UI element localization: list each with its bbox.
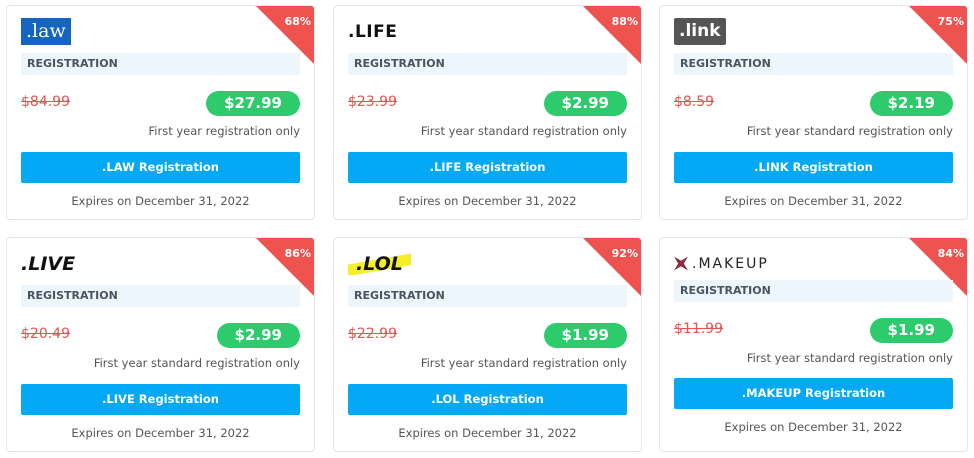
original-price: $22.99: [348, 326, 397, 342]
tld-logo-text: .LIFE: [348, 21, 398, 42]
tld-logo: .law: [21, 18, 71, 45]
expiry-text: Expires on December 31, 2022: [398, 426, 577, 440]
expiry-text: Expires on December 31, 2022: [724, 194, 903, 208]
expiry-text: Expires on December 31, 2022: [724, 420, 903, 434]
discount-badge: 88%: [611, 15, 638, 28]
expiry-text: Expires on December 31, 2022: [71, 194, 250, 208]
tld-logo-text: .MAKEUP: [692, 255, 769, 272]
price-note: First year standard registration only: [420, 356, 627, 370]
discount-badge: 86%: [284, 247, 311, 260]
sale-price: $27.99: [206, 91, 300, 116]
price-note: First year standard registration only: [746, 124, 953, 138]
sale-price: $2.99: [216, 323, 300, 348]
price-note: First year standard registration only: [93, 356, 300, 370]
tld-logo-text: .LIVE: [21, 252, 76, 275]
sale-price: $2.19: [869, 91, 953, 116]
tld-logo: .link: [674, 18, 726, 45]
register-button[interactable]: .LAW Registration: [21, 152, 300, 183]
register-button[interactable]: .LIVE Registration: [21, 384, 300, 415]
discount-badge: 75%: [937, 15, 964, 28]
section-label: REGISTRATION: [674, 280, 953, 302]
tld-logo: .LIFE: [348, 18, 397, 45]
tld-logo-text: .link: [674, 18, 726, 45]
tld-logo-text: .LOL: [348, 252, 411, 275]
original-price: $11.99: [674, 321, 723, 337]
discount-badge: 92%: [611, 247, 638, 260]
original-price: $20.49: [21, 326, 70, 342]
discount-badge: 84%: [937, 247, 964, 260]
expiry-text: Expires on December 31, 2022: [71, 426, 250, 440]
tld-logo-text: .law: [21, 18, 71, 45]
price-note: First year standard registration only: [420, 124, 627, 138]
sale-price: $2.99: [543, 91, 627, 116]
section-label: REGISTRATION: [674, 53, 953, 75]
original-price: $23.99: [348, 94, 397, 110]
makeup-logo-icon: [674, 256, 688, 271]
register-button[interactable]: .MAKEUP Registration: [674, 378, 953, 409]
sale-price: $1.99: [869, 318, 953, 343]
domain-card: 84% .MAKEUP REGISTRATION $11.99 $1.99 Fi…: [659, 237, 968, 452]
section-label: REGISTRATION: [21, 53, 300, 75]
original-price: $8.59: [674, 94, 715, 110]
price-note: First year standard registration only: [746, 351, 953, 365]
domain-card: 86% .LIVE REGISTRATION $20.49 $2.99 Firs…: [6, 237, 315, 452]
domain-card: 75% .link REGISTRATION $8.59 $2.19 First…: [659, 5, 968, 220]
domain-card: 68% .law REGISTRATION $84.99 $27.99 Firs…: [6, 5, 315, 220]
price-note: First year registration only: [148, 124, 301, 138]
register-button[interactable]: .LINK Registration: [674, 152, 953, 183]
section-label: REGISTRATION: [21, 285, 300, 307]
register-button[interactable]: .LIFE Registration: [348, 152, 627, 183]
tld-logo: .LOL: [348, 250, 411, 277]
section-label: REGISTRATION: [348, 53, 627, 75]
register-button[interactable]: .LOL Registration: [348, 384, 627, 415]
tld-logo: .MAKEUP: [674, 250, 769, 277]
expiry-text: Expires on December 31, 2022: [398, 194, 577, 208]
domain-card: 92% .LOL REGISTRATION $22.99 $1.99 First…: [333, 237, 642, 452]
tld-logo: .LIVE: [21, 250, 75, 277]
discount-badge: 68%: [284, 15, 311, 28]
original-price: $84.99: [21, 94, 70, 110]
section-label: REGISTRATION: [348, 285, 627, 307]
domain-card: 88% .LIFE REGISTRATION $23.99 $2.99 Firs…: [333, 5, 642, 220]
sale-price: $1.99: [543, 323, 627, 348]
